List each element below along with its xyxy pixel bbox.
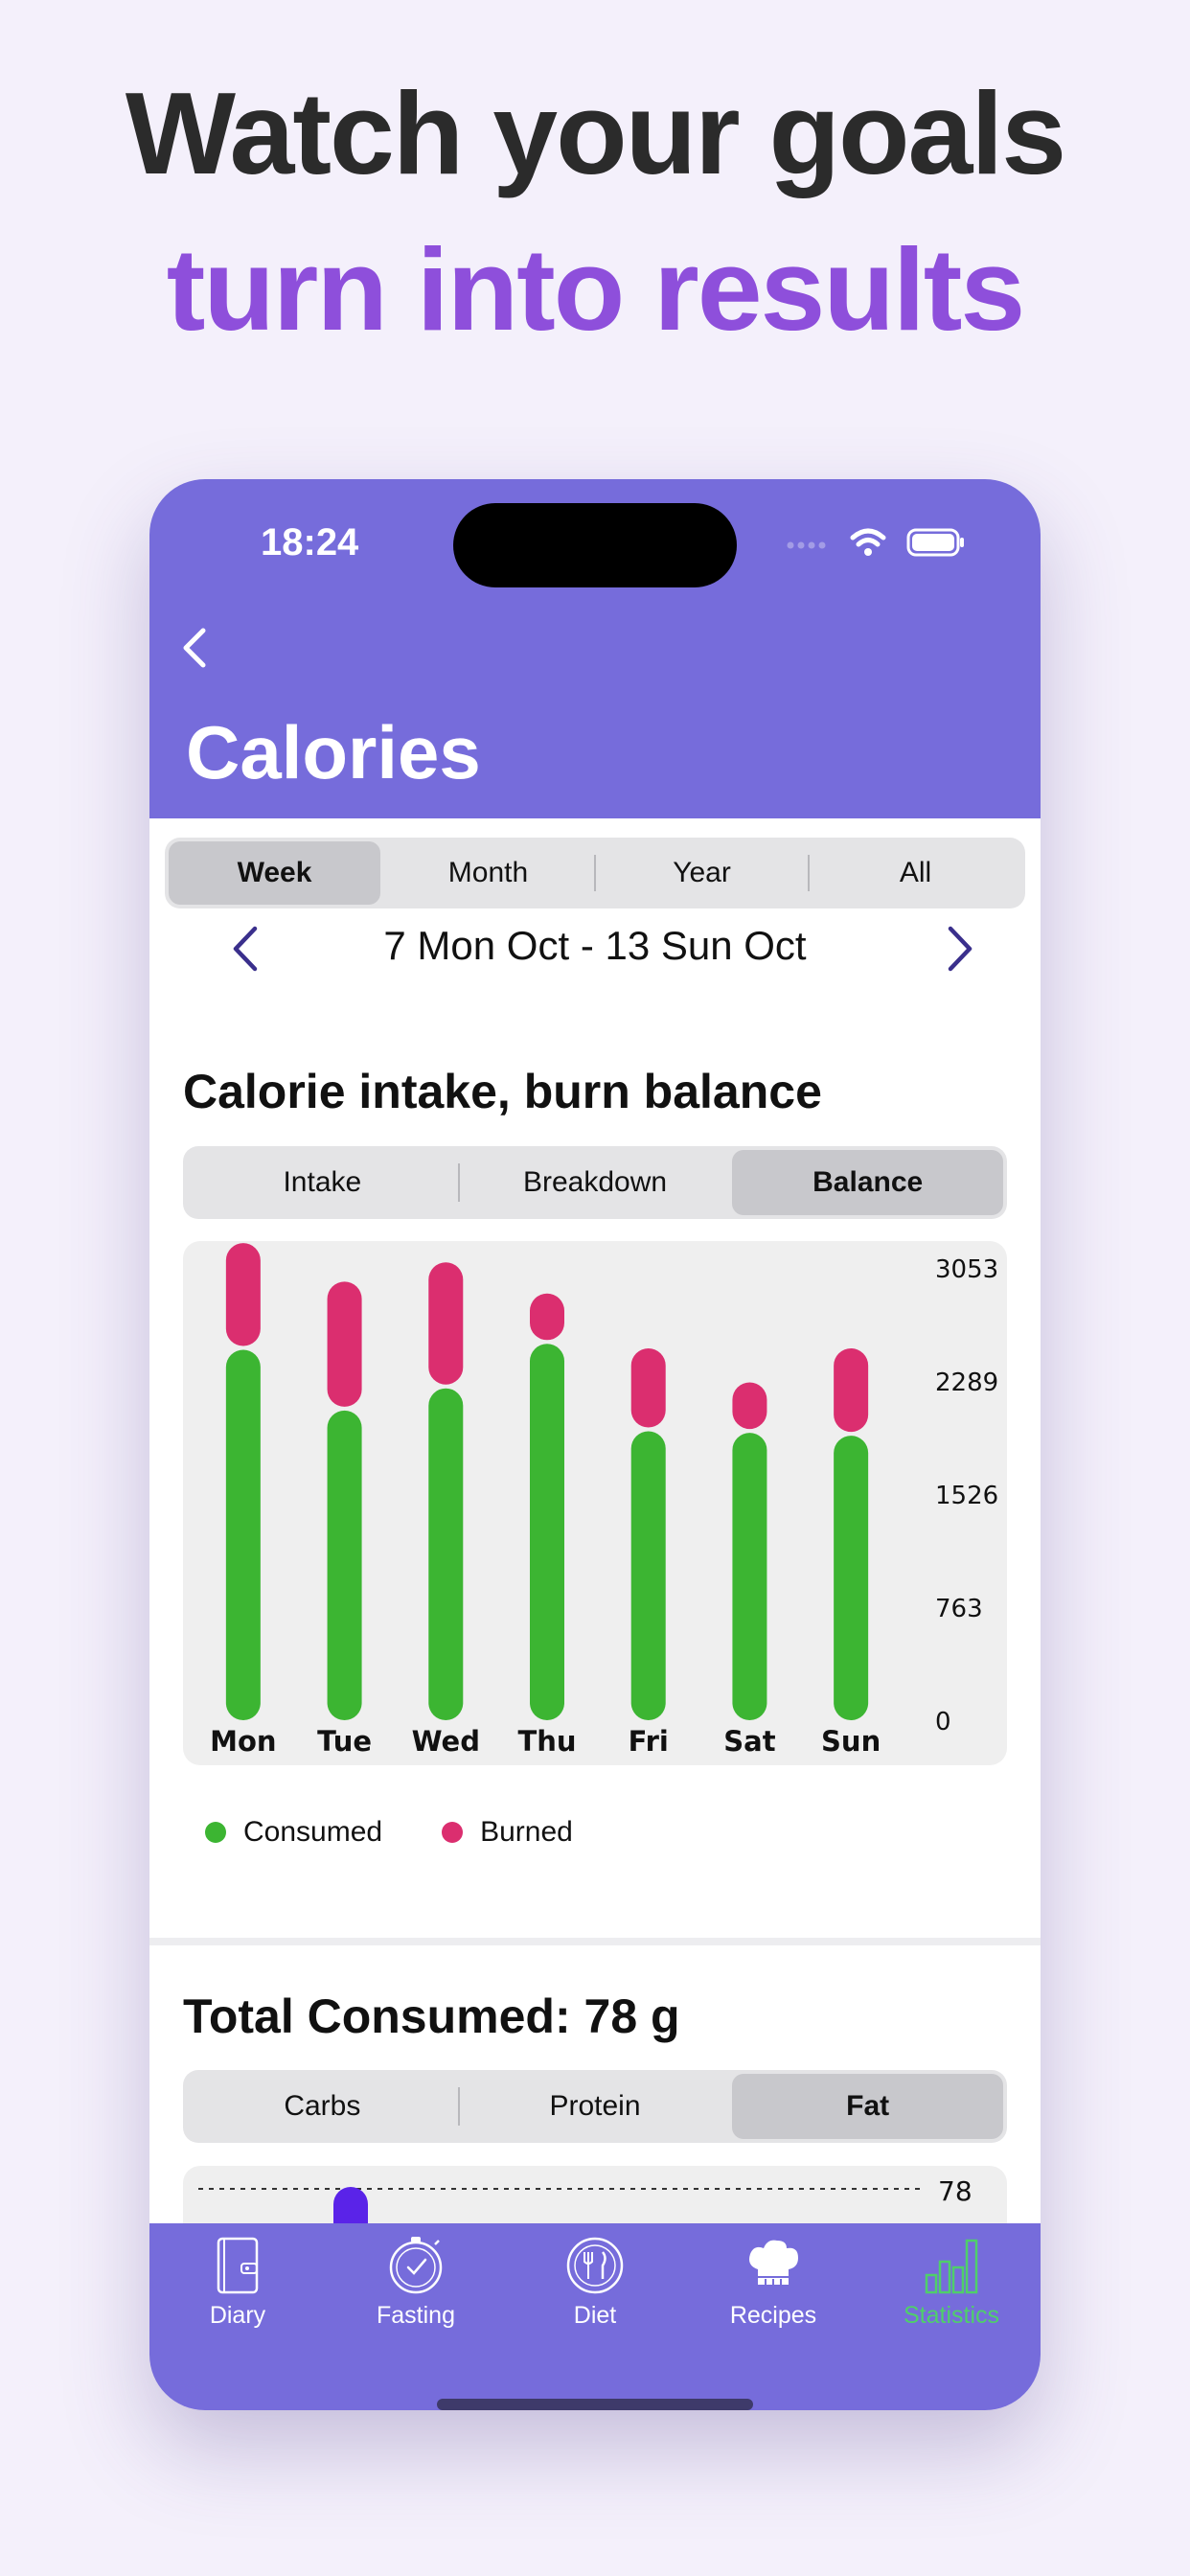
- cellular-signal-icon: [787, 541, 826, 549]
- tab-label-recipes: Recipes: [729, 2302, 817, 2329]
- stopwatch-icon: [389, 2237, 443, 2294]
- status-time: 18:24: [261, 521, 359, 564]
- x-tick-label: Sat: [723, 1725, 775, 1758]
- section-divider: [149, 1938, 1041, 1945]
- tab-label-diet: Diet: [573, 2302, 617, 2329]
- battery-icon: [906, 528, 964, 557]
- segment-divider: [594, 855, 596, 891]
- tab-label-fasting: Fasting: [377, 2302, 455, 2329]
- tab-year[interactable]: Year: [673, 857, 731, 888]
- legend-item-consumed: Consumed: [205, 1816, 382, 1849]
- headline-line-1: Watch your goals: [125, 68, 1066, 198]
- chevron-right-icon: [948, 926, 973, 972]
- screen-title: Calories: [186, 710, 481, 794]
- app-header: 18:24 Calories: [149, 479, 1041, 818]
- bar-burned-thu[interactable]: [530, 1293, 564, 1341]
- tab-fat[interactable]: Fat: [732, 2074, 1004, 2139]
- tab-fasting[interactable]: Fasting: [339, 2235, 492, 2330]
- segment-divider: [808, 855, 810, 891]
- previous-week-button[interactable]: [222, 917, 270, 980]
- x-tick-label: Fri: [629, 1725, 669, 1758]
- macro-segmented-control: Carbs Protein Fat: [183, 2070, 1007, 2143]
- tab-week[interactable]: Week: [169, 841, 380, 905]
- bar-consumed-thu[interactable]: [530, 1344, 564, 1720]
- bar-consumed-tue[interactable]: [327, 1410, 362, 1720]
- promo-headline: Watch your goals turn into results: [0, 58, 1190, 365]
- bar-consumed-sun[interactable]: [834, 1436, 869, 1720]
- y-tick-label: 3053: [935, 1255, 998, 1284]
- chef-hat-icon: [749, 2240, 798, 2285]
- legend-item-burned: Burned: [442, 1816, 573, 1849]
- plate-cutlery-icon: [566, 2237, 624, 2294]
- x-tick-label: Mon: [210, 1725, 276, 1758]
- chevron-left-icon: [183, 628, 206, 668]
- bar-burned-sun[interactable]: [834, 1347, 869, 1433]
- chart-mode-segmented-control: Intake Breakdown Balance: [183, 1146, 1007, 1219]
- tab-balance[interactable]: Balance: [732, 1150, 1004, 1215]
- bar-chart-icon: [925, 2239, 978, 2294]
- consumed-dot-icon: [205, 1822, 226, 1843]
- tab-month[interactable]: Month: [447, 857, 529, 888]
- bar-consumed-mon[interactable]: [225, 1349, 261, 1720]
- back-button[interactable]: [167, 613, 224, 680]
- bottom-tab-bar: Diary Fasting Diet: [149, 2223, 1041, 2410]
- segment-divider: [457, 1163, 460, 1202]
- y-tick-label: 2289: [935, 1368, 998, 1397]
- bar-burned-sat[interactable]: [732, 1382, 767, 1430]
- tab-label-diary: Diary: [209, 2302, 266, 2329]
- date-range-label: 7 Mon Oct - 13 Sun Oct: [383, 923, 807, 968]
- calorie-balance-chart: 3053 2289 1526 763 0 Mon Tue Wed Thu Fri Sat Sun: [183, 1241, 1007, 1765]
- x-tick-label: Sun: [821, 1725, 881, 1758]
- chart-legend: Consumed Burned: [205, 1816, 632, 1849]
- x-tick-label: Wed: [412, 1725, 480, 1758]
- period-segmented-control: Week Month Year All: [165, 838, 1025, 908]
- chart-canvas: 3053 2289 1526 763 0 Mon Tue Wed Thu Fri Sat Sun: [210, 1243, 998, 1758]
- reference-value-label: 78: [938, 2175, 973, 2207]
- home-indicator: [437, 2399, 753, 2410]
- segment-divider: [457, 2087, 460, 2126]
- x-tick-label: Tue: [317, 1725, 372, 1758]
- tab-protein[interactable]: Protein: [549, 2090, 641, 2122]
- bar-consumed-fri[interactable]: [630, 1431, 666, 1720]
- tab-breakdown[interactable]: Breakdown: [522, 1166, 668, 1198]
- y-tick-label: 0: [935, 1708, 951, 1736]
- burned-dot-icon: [442, 1822, 464, 1843]
- chevron-left-icon: [233, 926, 258, 972]
- bar-burned-fri[interactable]: [630, 1347, 666, 1428]
- tab-all[interactable]: All: [899, 857, 932, 888]
- headline-line-2: turn into results: [166, 223, 1026, 355]
- y-tick-label: 763: [935, 1595, 983, 1623]
- phone-frame: 18:24 Calories Week: [149, 479, 1041, 2410]
- bar-consumed-wed[interactable]: [428, 1388, 464, 1720]
- y-tick-label: 1526: [935, 1482, 998, 1510]
- tab-recipes[interactable]: Recipes: [697, 2235, 850, 2330]
- wifi-icon: [850, 528, 886, 556]
- diary-icon: [217, 2237, 259, 2294]
- bar-burned-tue[interactable]: [327, 1281, 362, 1407]
- tab-label-statistics: Statistics: [903, 2302, 1000, 2329]
- tab-diet[interactable]: Diet: [518, 2235, 672, 2330]
- bar-consumed-sat[interactable]: [732, 1433, 767, 1720]
- date-navigator: 7 Mon Oct - 13 Sun Oct: [149, 906, 1041, 992]
- total-consumed-title: Total Consumed: 78 g: [183, 1990, 680, 2043]
- balance-section-title: Calorie intake, burn balance: [183, 1065, 822, 1118]
- tab-intake[interactable]: Intake: [283, 1166, 362, 1198]
- legend-label-consumed: Consumed: [243, 1816, 383, 1848]
- tab-diary[interactable]: Diary: [161, 2235, 314, 2330]
- x-tick-label: Thu: [517, 1725, 576, 1758]
- next-week-button[interactable]: [935, 917, 983, 980]
- status-icons: [786, 527, 966, 558]
- legend-label-burned: Burned: [480, 1816, 573, 1848]
- tab-carbs[interactable]: Carbs: [284, 2090, 361, 2122]
- bar-burned-wed[interactable]: [428, 1262, 464, 1385]
- tab-statistics[interactable]: Statistics: [875, 2235, 1028, 2330]
- bar-burned-mon[interactable]: [225, 1243, 261, 1346]
- dynamic-island: [453, 503, 737, 587]
